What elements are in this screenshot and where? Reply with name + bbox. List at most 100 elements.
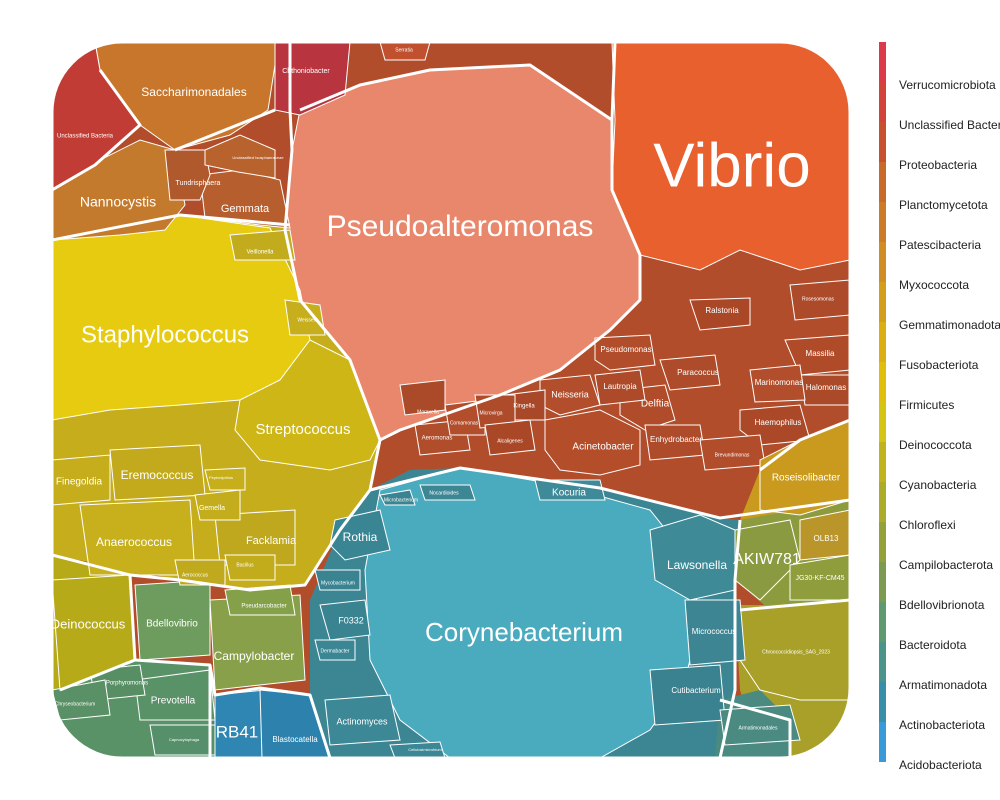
- cell-label-bacillus: Bacillus: [236, 562, 254, 568]
- cell-label-porphyromonas: Porphyromonas: [106, 681, 148, 687]
- legend-swatch-firmicutes: [879, 362, 886, 402]
- cell-moraxella: [399, 379, 446, 416]
- legend-swatch-planctomycetota: [879, 162, 886, 202]
- region-border: [369, 466, 850, 520]
- cell-acinetobacter: [544, 409, 641, 476]
- cell-cellulosimicrobium: [389, 741, 446, 758]
- cell-label-blastocatella: Blastocatella: [272, 735, 318, 744]
- cell-paracoccus: [659, 354, 721, 391]
- cell-label-f0332: F0332: [338, 615, 364, 625]
- legend-label-armatimonadota: Armatimonadota: [899, 678, 987, 692]
- cell-ralstonia: [689, 297, 751, 331]
- cell-micrococcus: [684, 599, 746, 666]
- legend-swatch-gemmatimonadota: [879, 282, 886, 322]
- legend-label-bdellovibrionota: Bdellovibrionota: [899, 598, 985, 612]
- cell-label-nocardioides: Nocardioides: [429, 490, 459, 496]
- legend-label-cyanobacteria: Cyanobacteria: [899, 478, 977, 492]
- legend-label-fusobacteriota: Fusobacteriota: [899, 358, 979, 372]
- cell-label-haemophilus: Haemophilus: [755, 418, 802, 427]
- region-border: [299, 63, 642, 442]
- cell-label-microvirga: Microvirga: [479, 410, 502, 416]
- cell-label-facklamia: Facklamia: [246, 535, 297, 547]
- cell-label-rosesomonas: Rosesomonas: [802, 296, 834, 302]
- cell-label-kocuria: Kocuria: [552, 488, 586, 499]
- cell-label-weissella: Weissella: [297, 317, 319, 323]
- cell-label-nannocystis: Nannocystis: [80, 194, 156, 210]
- cell-label-deinococcus: Deinococcus: [51, 616, 126, 631]
- cell-lautropia: [594, 369, 646, 406]
- legend-swatch-myxococcota: [879, 242, 886, 282]
- cell-label-micrococcus: Micrococcus: [692, 627, 736, 636]
- cell-label-unclassified-isosphaeraceae: Unclassified Isosphaeraceae: [232, 155, 284, 160]
- cell-label-ralstonia: Ralstonia: [705, 306, 739, 315]
- cell-jg30-kf-cm45: [789, 554, 850, 601]
- cell-label-cellulosimicrobium: Cellulosimicrobium: [408, 747, 442, 752]
- cell-label-corynebacterium: Corynebacterium: [425, 617, 623, 647]
- cell-label-acinetobacter: Acinetobacter: [572, 442, 634, 453]
- cell-label-rothia: Rothia: [343, 530, 378, 544]
- cell-label-moraxella: Moraxella: [417, 409, 439, 415]
- cell-label-cutibacterium: Cutibacterium: [671, 686, 721, 695]
- legend-swatch-unclassified-bacteria: [879, 82, 886, 122]
- cell-label-chroococcidiopsis-sag-2023: Chroococcidiopsis_SAG_2023: [762, 649, 830, 655]
- cell-nocardioides: [419, 484, 476, 501]
- cell-label-vibrio: Vibrio: [653, 131, 810, 200]
- treemap-frame: [50, 40, 852, 760]
- legend-swatch-acidobacteriota: [879, 722, 886, 762]
- cell-rosesomonas: [789, 279, 850, 321]
- cell-tundrisphaera: [164, 149, 211, 201]
- cell-armatimonadales: [719, 704, 801, 746]
- cell-label-armatimonadales: Armatimonadales: [739, 725, 778, 731]
- cell-facklamia: [214, 509, 296, 566]
- cell-label-streptococcus: Streptococcus: [255, 421, 350, 438]
- cell-olb13: [799, 509, 850, 561]
- region-border: [52, 69, 142, 192]
- cell-marinomonas: [749, 364, 806, 403]
- cell-capnocytophaga: [149, 724, 216, 756]
- legend-label-actinobacteriota: Actinobacteriota: [899, 718, 985, 732]
- cell-gemella: [194, 489, 241, 521]
- legend-swatch-campilobacterota: [879, 522, 886, 562]
- cell-weissella: [284, 299, 326, 336]
- cell-pseudarcobacter: [224, 584, 296, 616]
- cell-label-paracoccus: Paracoccus: [677, 368, 719, 377]
- cell-label-pseudoalteromonas: Pseudoalteromonas: [327, 210, 594, 243]
- cell-label-dermabacter: Dermabacter: [321, 648, 350, 654]
- legend-label-campilobacterota: Campilobacterota: [899, 558, 993, 572]
- region-border: [719, 698, 792, 758]
- cell-label-unclassified-bacteria: Unclassified Bacteria: [57, 134, 114, 140]
- cell-label-gemmata: Gemmata: [221, 203, 270, 215]
- cell-chryseobacterium: [52, 679, 111, 721]
- legend-label-chloroflexi: Chloroflexi: [899, 518, 956, 532]
- cell-label-neisseria: Neisseria: [551, 389, 589, 399]
- cell-label-lawsonella: Lawsonella: [667, 558, 727, 572]
- cell-label-marinomonas: Marinomonas: [755, 378, 803, 387]
- region-border: [134, 658, 332, 758]
- cell-microbacterium: [379, 489, 416, 506]
- legend-swatch-proteobacteria: [879, 122, 886, 162]
- region-border: [610, 42, 617, 121]
- cell-label-bdellovibrio: Bdellovibrio: [146, 619, 198, 630]
- cells-layer: [52, 42, 850, 758]
- cell-label-brevundimonas: Brevundimonas: [715, 452, 750, 458]
- cell-label-akiw781: AKIW781: [733, 551, 801, 568]
- region-border: [739, 598, 850, 612]
- cell-label-campylobacter: Campylobacter: [214, 649, 295, 663]
- legend-label-deinococcota: Deinococcota: [899, 438, 972, 452]
- cell-veillonella: [229, 229, 296, 261]
- region-border: [174, 108, 276, 152]
- legend-label-verrucomicrobiota: Verrucomicrobiota: [899, 78, 996, 92]
- cell-label-halomonas: Halomonas: [806, 383, 846, 392]
- cell-comamonas: [444, 399, 486, 436]
- cell-label-roseisolibacter: Roseisolibacter: [772, 473, 841, 484]
- legend-swatch-verrucomicrobiota: [879, 42, 886, 82]
- cell-label-aeromonas: Aeromonas: [422, 436, 453, 442]
- cell-label-pseudarcobacter: Pseudarcobacter: [241, 604, 286, 610]
- cell-label-comamonas: Comamonas: [450, 420, 479, 426]
- legend-swatch-bacteroidota: [879, 602, 886, 642]
- legend-swatch-bdellovibrionota: [879, 562, 886, 602]
- cell-label-microbacterium: Microbacterium: [384, 497, 418, 503]
- legend-swatch-patescibacteria: [879, 202, 886, 242]
- legend-label-bacteroidota: Bacteroidota: [899, 638, 967, 652]
